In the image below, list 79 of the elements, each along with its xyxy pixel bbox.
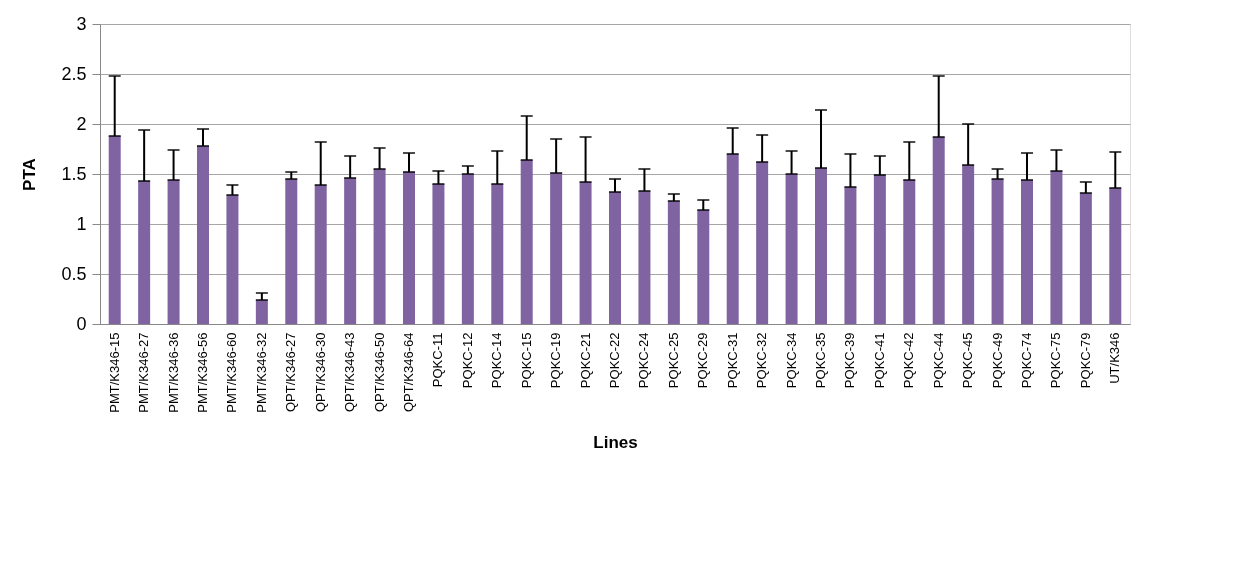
bar <box>697 210 710 324</box>
bar <box>991 179 1004 324</box>
x-tick-label: PMT/K346-32 <box>253 332 269 413</box>
y-tick-label: 2 <box>76 113 87 134</box>
bar <box>108 136 121 324</box>
y-tick-label: 0.5 <box>61 263 87 284</box>
x-tick-label: PQKC-34 <box>783 332 799 389</box>
x-tick-label: PQKC-45 <box>960 332 976 389</box>
x-tick-label: PQKC-49 <box>989 332 1005 389</box>
bar <box>226 195 239 324</box>
bar <box>579 182 592 324</box>
x-tick-label: PQKC-41 <box>871 332 887 389</box>
bar <box>520 160 533 324</box>
bar <box>609 192 621 324</box>
x-tick-label: PQKC-19 <box>548 332 564 389</box>
bar <box>785 174 798 324</box>
x-tick-label: PQKC-39 <box>842 332 858 389</box>
y-tick-label: 0 <box>76 313 87 334</box>
x-tick-label: PQKC-79 <box>1077 332 1093 389</box>
bar <box>432 184 445 324</box>
y-tick-label: 1 <box>76 213 87 234</box>
bar <box>314 185 327 324</box>
bar <box>1109 188 1122 324</box>
x-tick-label: QPT/K346-43 <box>342 332 358 412</box>
x-tick-label: PQKC-15 <box>518 332 534 389</box>
x-tick-label: PQKC-11 <box>430 332 446 388</box>
bar <box>167 180 180 324</box>
x-tick-label: QPT/K346-27 <box>283 332 299 412</box>
bar <box>461 174 474 324</box>
bar <box>756 162 769 324</box>
y-tick-label: 1.5 <box>61 163 87 184</box>
bar <box>491 184 504 324</box>
x-tick-label: PMT/K346-56 <box>195 332 210 413</box>
bar <box>873 175 886 324</box>
bar <box>962 165 975 324</box>
y-tick-label: 3 <box>76 13 87 34</box>
bar <box>638 191 651 324</box>
bar <box>815 168 827 324</box>
x-tick-label: PQKC-32 <box>754 332 770 389</box>
bar <box>1050 171 1063 324</box>
bar <box>138 181 151 324</box>
x-tick-label: PMT/K346-27 <box>136 332 152 413</box>
x-tick-label: PQKC-42 <box>901 332 917 389</box>
x-tick-label: PQKC-74 <box>1019 332 1034 389</box>
x-tick-label: QPT/K346-30 <box>312 332 328 412</box>
x-axis-title: Lines <box>593 432 638 452</box>
x-tick-label: PMT/K346-15 <box>106 332 122 413</box>
bar <box>197 146 209 324</box>
bar <box>1079 193 1092 324</box>
bar <box>285 179 298 324</box>
x-tick-label: UT/K346 <box>1107 332 1123 384</box>
bar <box>844 187 857 324</box>
x-tick-label: QPT/K346-64 <box>401 332 416 412</box>
bar <box>373 169 386 324</box>
bar <box>903 180 916 324</box>
x-tick-label: PMT/K346-36 <box>165 332 181 413</box>
bar <box>255 300 268 324</box>
x-tick-label: QPT/K346-50 <box>371 332 387 412</box>
bar <box>344 178 357 324</box>
bar <box>550 173 563 324</box>
bar <box>726 154 739 324</box>
x-tick-label: PQKC-22 <box>607 332 622 389</box>
bar <box>403 172 415 324</box>
x-tick-label: PQKC-35 <box>813 332 828 389</box>
y-tick-label: 2.5 <box>61 63 87 84</box>
x-tick-label: PMT/K346-60 <box>224 332 240 413</box>
x-tick-label: PQKC-75 <box>1048 332 1064 389</box>
x-tick-label: PQKC-44 <box>930 332 946 389</box>
y-axis-title: PTA <box>20 158 40 191</box>
bar <box>932 137 945 324</box>
bar <box>1021 180 1033 324</box>
x-tick-label: PQKC-14 <box>489 332 505 389</box>
x-tick-label: PQKC-21 <box>577 332 593 389</box>
x-tick-label: PQKC-31 <box>724 332 740 389</box>
x-tick-label: PQKC-12 <box>459 332 475 389</box>
bar <box>667 201 680 324</box>
x-tick-label: PQKC-24 <box>636 332 652 389</box>
x-tick-label: PQKC-29 <box>695 332 711 389</box>
x-tick-label: PQKC-25 <box>665 332 681 389</box>
